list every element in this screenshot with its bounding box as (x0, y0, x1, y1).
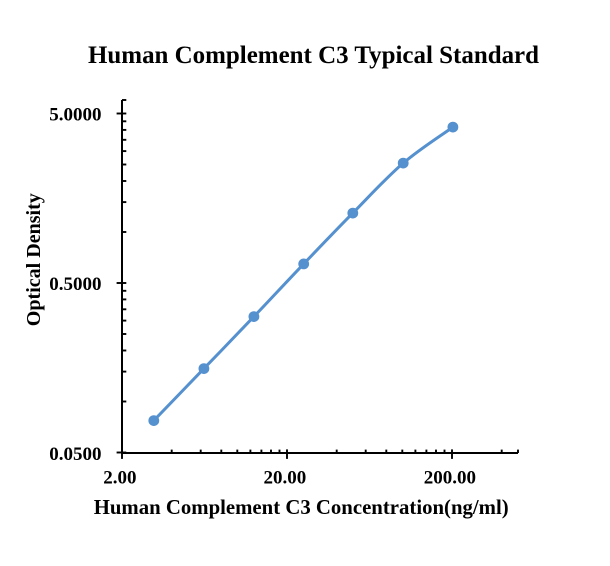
svg-text:0.0500: 0.0500 (49, 444, 101, 465)
svg-text:Optical Density: Optical Density (23, 192, 45, 326)
svg-text:200.00: 200.00 (424, 467, 476, 488)
svg-text:5.0000: 5.0000 (49, 104, 101, 125)
svg-text:20.00: 20.00 (264, 467, 307, 488)
svg-text:0.5000: 0.5000 (49, 274, 101, 295)
svg-text:2.00: 2.00 (103, 467, 136, 488)
svg-text:Human Complement C3 Concentrat: Human Complement C3 Concentration(ng/ml) (94, 496, 509, 519)
svg-text:Human Complement C3 Typical St: Human Complement C3 Typical Standard (88, 42, 539, 69)
